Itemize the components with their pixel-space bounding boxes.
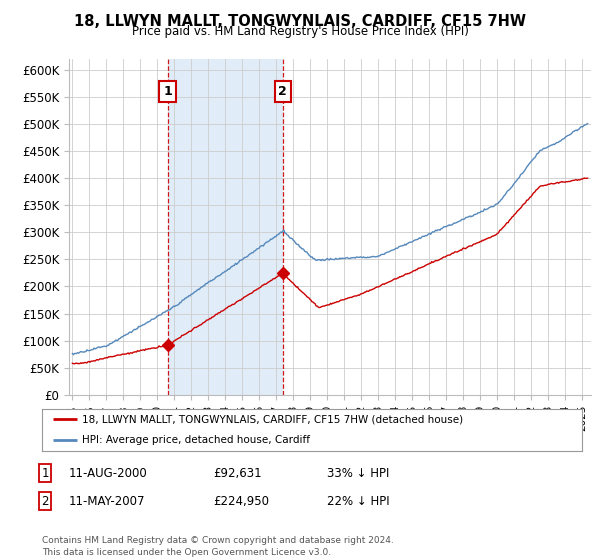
Text: 33% ↓ HPI: 33% ↓ HPI xyxy=(327,466,389,480)
Text: 22% ↓ HPI: 22% ↓ HPI xyxy=(327,494,389,508)
Text: 2: 2 xyxy=(278,85,287,98)
Text: £92,631: £92,631 xyxy=(213,466,262,480)
Text: 11-AUG-2000: 11-AUG-2000 xyxy=(69,466,148,480)
Text: 18, LLWYN MALLT, TONGWYNLAIS, CARDIFF, CF15 7HW (detached house): 18, LLWYN MALLT, TONGWYNLAIS, CARDIFF, C… xyxy=(83,414,464,424)
Text: Contains HM Land Registry data © Crown copyright and database right 2024.
This d: Contains HM Land Registry data © Crown c… xyxy=(42,536,394,557)
Text: 1: 1 xyxy=(163,85,172,98)
Bar xyxy=(167,59,283,395)
Text: £224,950: £224,950 xyxy=(213,494,269,508)
Text: 1: 1 xyxy=(41,466,49,480)
Text: HPI: Average price, detached house, Cardiff: HPI: Average price, detached house, Card… xyxy=(83,435,311,445)
Text: Price paid vs. HM Land Registry's House Price Index (HPI): Price paid vs. HM Land Registry's House … xyxy=(131,25,469,38)
Text: 2: 2 xyxy=(41,494,49,508)
Text: 11-MAY-2007: 11-MAY-2007 xyxy=(69,494,146,508)
Text: 18, LLWYN MALLT, TONGWYNLAIS, CARDIFF, CF15 7HW: 18, LLWYN MALLT, TONGWYNLAIS, CARDIFF, C… xyxy=(74,14,526,29)
